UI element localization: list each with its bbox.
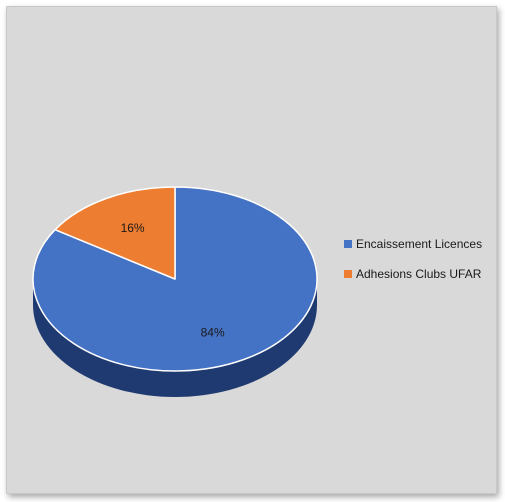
legend-label: Adhesions Clubs UFAR	[356, 266, 482, 281]
data-label: 16%	[121, 221, 145, 235]
pie-slice-side	[33, 279, 317, 397]
legend-label: Encaissement Licences	[356, 236, 483, 251]
legend: Encaissement Licences Adhesions Clubs UF…	[344, 236, 482, 296]
legend-item-encaissement-licences: Encaissement Licences	[344, 236, 482, 251]
data-label: 84%	[201, 326, 225, 340]
legend-item-adhesions-clubs-ufar: Adhesions Clubs UFAR	[344, 266, 482, 281]
legend-swatch-blue	[344, 239, 352, 248]
pie-slice	[54, 186, 176, 280]
legend-swatch-orange	[344, 269, 352, 278]
